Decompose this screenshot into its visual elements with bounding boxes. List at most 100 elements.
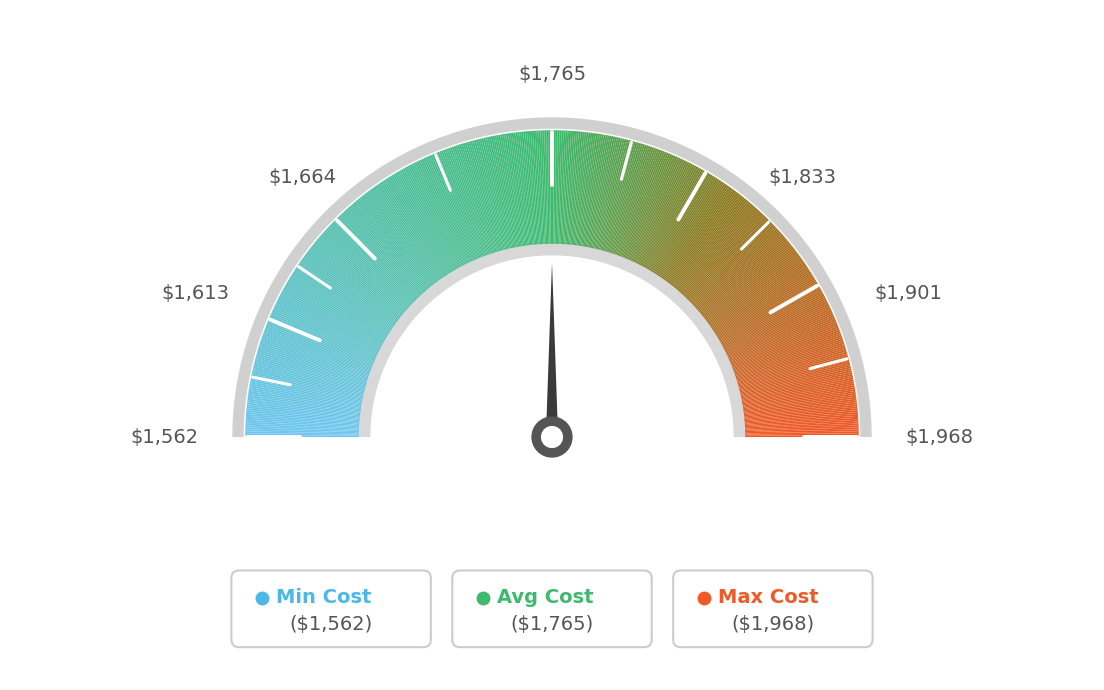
Polygon shape (358, 242, 746, 437)
Wedge shape (677, 203, 752, 290)
Wedge shape (636, 160, 686, 263)
Wedge shape (649, 172, 708, 270)
Text: $1,613: $1,613 (161, 284, 230, 303)
Wedge shape (459, 144, 495, 253)
Wedge shape (745, 429, 859, 433)
Wedge shape (317, 239, 405, 313)
Wedge shape (733, 330, 840, 371)
Wedge shape (251, 377, 362, 401)
Wedge shape (714, 269, 810, 333)
Wedge shape (709, 257, 802, 324)
Wedge shape (353, 202, 428, 290)
Wedge shape (253, 366, 364, 394)
Wedge shape (730, 315, 835, 362)
Wedge shape (381, 181, 445, 277)
Wedge shape (650, 173, 710, 271)
Wedge shape (741, 368, 851, 395)
Wedge shape (390, 176, 450, 273)
Wedge shape (523, 131, 535, 245)
Wedge shape (586, 135, 607, 247)
Wedge shape (659, 182, 724, 277)
Wedge shape (378, 184, 444, 278)
Wedge shape (465, 142, 498, 252)
Wedge shape (468, 141, 500, 251)
Wedge shape (484, 137, 510, 248)
Wedge shape (400, 170, 457, 270)
Wedge shape (508, 133, 526, 246)
Wedge shape (743, 391, 856, 409)
Wedge shape (678, 204, 753, 291)
Wedge shape (259, 344, 368, 380)
Wedge shape (487, 137, 512, 248)
Text: $1,833: $1,833 (768, 168, 836, 187)
Wedge shape (618, 149, 659, 256)
FancyBboxPatch shape (453, 571, 651, 647)
Wedge shape (397, 171, 456, 270)
Wedge shape (294, 269, 390, 333)
Wedge shape (288, 279, 386, 339)
Wedge shape (728, 308, 831, 357)
Wedge shape (373, 186, 440, 280)
Wedge shape (247, 399, 360, 414)
Wedge shape (609, 144, 645, 253)
Wedge shape (255, 357, 365, 388)
Wedge shape (641, 166, 697, 266)
Wedge shape (745, 420, 859, 427)
Wedge shape (704, 248, 795, 319)
Wedge shape (613, 146, 650, 254)
Wedge shape (711, 263, 806, 328)
Wedge shape (304, 255, 396, 324)
Wedge shape (248, 395, 361, 412)
Wedge shape (577, 133, 594, 246)
Wedge shape (744, 412, 858, 422)
Wedge shape (722, 293, 824, 347)
Wedge shape (272, 310, 376, 358)
Wedge shape (460, 144, 496, 253)
Wedge shape (731, 322, 837, 366)
Wedge shape (265, 326, 372, 368)
Wedge shape (476, 139, 506, 250)
Wedge shape (745, 426, 859, 431)
Wedge shape (701, 241, 789, 315)
Wedge shape (679, 206, 755, 292)
Wedge shape (470, 141, 501, 250)
Wedge shape (718, 279, 816, 339)
Wedge shape (732, 324, 838, 367)
Wedge shape (275, 305, 378, 355)
Wedge shape (252, 374, 363, 398)
Wedge shape (466, 142, 499, 251)
Wedge shape (647, 170, 704, 270)
Wedge shape (401, 169, 458, 269)
Wedge shape (697, 233, 782, 309)
Wedge shape (473, 140, 502, 250)
Wedge shape (598, 139, 628, 250)
Wedge shape (542, 130, 548, 244)
Polygon shape (545, 262, 559, 455)
Wedge shape (485, 137, 511, 248)
Wedge shape (526, 131, 537, 244)
Wedge shape (742, 376, 853, 400)
Wedge shape (745, 416, 858, 425)
Wedge shape (646, 169, 703, 269)
Wedge shape (327, 227, 411, 306)
Wedge shape (439, 151, 482, 257)
Wedge shape (686, 216, 766, 299)
Wedge shape (585, 135, 606, 247)
Wedge shape (347, 208, 423, 294)
Wedge shape (744, 400, 857, 415)
Wedge shape (308, 249, 400, 319)
Wedge shape (254, 363, 364, 391)
Wedge shape (699, 237, 786, 312)
Wedge shape (302, 257, 395, 324)
Wedge shape (406, 166, 461, 267)
Wedge shape (743, 385, 854, 406)
Wedge shape (723, 296, 826, 349)
Wedge shape (694, 230, 779, 308)
Wedge shape (407, 166, 463, 266)
Wedge shape (257, 350, 367, 383)
Wedge shape (745, 417, 858, 426)
Wedge shape (361, 196, 433, 286)
Wedge shape (563, 130, 571, 244)
Wedge shape (576, 132, 593, 246)
Wedge shape (318, 237, 405, 312)
